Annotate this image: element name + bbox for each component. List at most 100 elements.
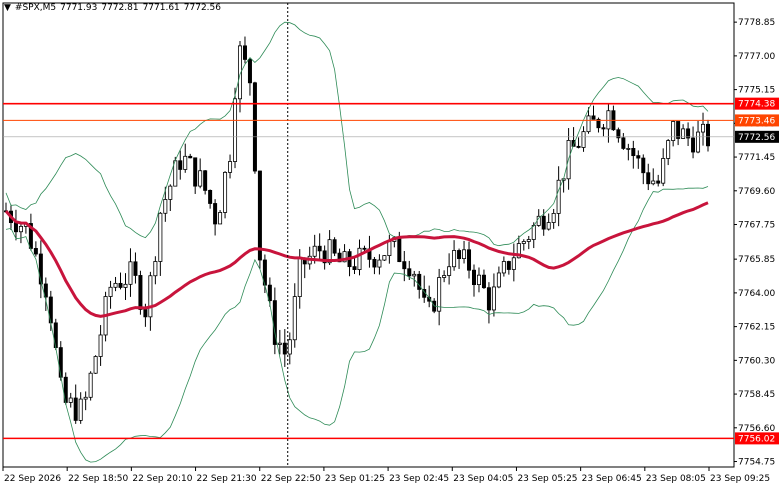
candle-body (242, 45, 247, 60)
candle (93, 355, 98, 374)
candle-body (58, 347, 63, 378)
candle-body (556, 179, 561, 214)
candle (158, 211, 163, 276)
candle-body (581, 131, 586, 148)
candle (511, 243, 516, 282)
candle-body (113, 282, 118, 288)
candle (636, 150, 641, 169)
candle-body (452, 250, 457, 268)
candle-body (287, 339, 292, 355)
candle-body (118, 282, 123, 288)
candle (556, 166, 561, 227)
candle-body (511, 257, 516, 270)
candle-body (68, 397, 73, 403)
candle-body (83, 396, 88, 400)
price-tick-label: 7754.75 (738, 458, 775, 468)
resistance-mid-price-tag-bg (735, 114, 779, 127)
candle (347, 248, 352, 277)
moving-average-line (4, 201, 709, 318)
candle (357, 239, 362, 276)
candle (28, 213, 33, 251)
current-price-tag: 7772.56 (738, 133, 775, 143)
candle (277, 329, 282, 355)
price-tick-label: 7771.45 (738, 153, 775, 163)
candle-body (282, 342, 287, 355)
price-tick-label: 7778.85 (738, 18, 775, 28)
candle-body (586, 115, 591, 133)
candle (706, 119, 711, 152)
candle-body (412, 273, 417, 277)
candle-body (38, 253, 43, 285)
candle-body (267, 284, 272, 302)
candle-body (153, 261, 158, 277)
candle (546, 213, 551, 231)
candle-body (208, 189, 213, 204)
time-tick-label: 22 Sep 21:30 (197, 474, 257, 484)
support-price-tag: 7756.02 (738, 434, 775, 444)
candle-body (98, 334, 103, 357)
candle (631, 140, 636, 169)
candle-body (252, 82, 257, 172)
candle (437, 268, 442, 326)
candle (267, 277, 272, 307)
candle-body (646, 172, 651, 185)
candle-body (496, 272, 501, 288)
candle (442, 270, 447, 283)
candle-body (696, 131, 701, 153)
candle (168, 184, 173, 212)
candle (651, 168, 656, 186)
candle-body (521, 241, 526, 244)
candle (153, 256, 158, 285)
candle-body (332, 239, 337, 254)
candle (252, 81, 257, 174)
candle (133, 252, 138, 284)
candle (88, 371, 93, 401)
menu-arrow-icon[interactable]: ▼ (4, 3, 11, 13)
candle-body (631, 147, 636, 157)
bollinger-lower-band (5, 186, 709, 463)
candle-body (516, 243, 521, 259)
price-tick-label: 7769.60 (738, 187, 775, 197)
candle-body (322, 250, 327, 264)
candle-body (541, 215, 546, 230)
candle (656, 174, 661, 187)
candle (481, 269, 486, 289)
candle-body (651, 180, 656, 185)
candle (551, 208, 556, 229)
candle-body (257, 170, 262, 261)
candle (581, 126, 586, 152)
candle (332, 237, 337, 257)
candle (526, 235, 531, 250)
candle (247, 58, 252, 96)
candle-body (457, 250, 462, 260)
candle (691, 126, 696, 159)
candle (118, 272, 123, 290)
ohlc-header: ▼ #SPX,M5 7771.93 7772.81 7771.61 7772.56 (4, 3, 225, 13)
candle-body (78, 398, 83, 421)
candle-body (183, 155, 188, 170)
candle-body (591, 115, 596, 120)
symbol-label: #SPX,M5 (14, 3, 57, 13)
price-tick-label: 7760.30 (738, 356, 775, 366)
candle (213, 199, 218, 236)
candle (626, 143, 631, 161)
bollinger-upper-band (5, 21, 709, 247)
resistance-top-price-tag-bg (735, 97, 779, 110)
candle (452, 240, 457, 271)
candle (616, 127, 621, 143)
candle (621, 133, 626, 150)
time-tick-label: 23 Sep 02:45 (389, 474, 449, 484)
candle (447, 253, 452, 285)
time-tick-label: 22 Sep 2026 (4, 474, 61, 484)
time-tick-label: 23 Sep 08:05 (646, 474, 706, 484)
plot-frame (2, 2, 735, 468)
candle-body (148, 275, 153, 318)
candle (223, 171, 228, 219)
candle-body (297, 257, 302, 297)
candle-body (546, 222, 551, 230)
candle (203, 169, 208, 195)
candle (322, 245, 327, 270)
candle-body (676, 121, 681, 139)
